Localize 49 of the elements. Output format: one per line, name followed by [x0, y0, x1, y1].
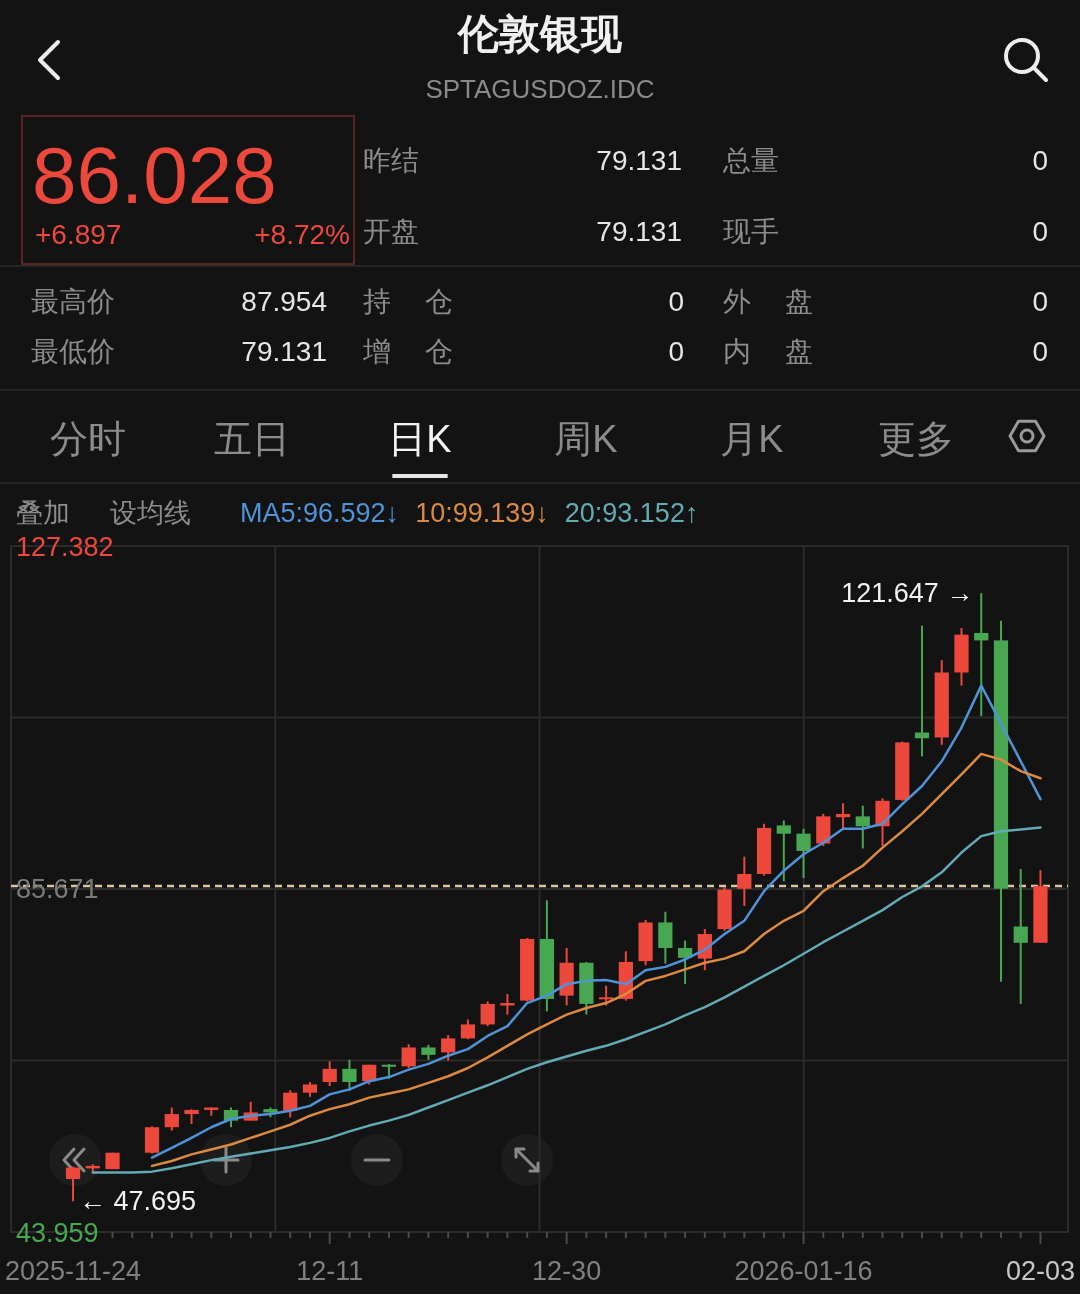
- y-tick-label: 85.671: [16, 874, 99, 905]
- annotation: ← 47.695: [79, 1186, 197, 1217]
- text: 月K: [720, 418, 784, 460]
- text: 0: [668, 286, 684, 317]
- text: 增 仓: [362, 336, 453, 367]
- y-tick-label: 43.959: [16, 1217, 99, 1248]
- annotation: 121.647 →: [841, 578, 974, 609]
- text: 总量: [722, 145, 779, 176]
- text: 叠加: [16, 498, 70, 528]
- chart-subtitle: SPTAGUSDOZ.IDC: [425, 74, 655, 104]
- text: MA5:: [240, 498, 304, 528]
- text: 设均线: [110, 498, 191, 528]
- text: 更多: [878, 418, 954, 460]
- text: 0: [1032, 286, 1048, 317]
- text: 87.954: [241, 286, 327, 317]
- text: 0: [1032, 145, 1048, 176]
- text: +6.897: [35, 219, 122, 250]
- x-tick-label: 2025-11-24: [5, 1256, 142, 1286]
- text: 20:: [564, 498, 603, 528]
- text: 最高价: [31, 286, 115, 317]
- text: 10:: [415, 498, 453, 528]
- text: 79.131: [596, 145, 682, 176]
- text: 0: [668, 336, 684, 367]
- x-tick-label: 12-11: [296, 1256, 364, 1286]
- text: 最低价: [31, 336, 115, 367]
- x-tick-label: 02-03: [1005, 1256, 1075, 1286]
- text: 93.152↑: [602, 498, 699, 528]
- text: 外 盘: [723, 286, 813, 317]
- chart-title: 伦敦银现: [456, 11, 623, 57]
- text: 79.131: [241, 336, 327, 367]
- x-tick-label: 12-30: [532, 1256, 602, 1286]
- text: 分时: [50, 418, 126, 460]
- x-tick-label: 2026-01-16: [734, 1256, 873, 1286]
- text: 0: [1032, 336, 1048, 367]
- text: 日K: [388, 418, 452, 460]
- text: 内 盘: [723, 336, 813, 367]
- text: 持 仓: [363, 286, 453, 317]
- text: 五日: [214, 418, 290, 460]
- text: 现手: [723, 216, 779, 247]
- text: 周K: [554, 418, 618, 460]
- text: 开盘: [363, 216, 419, 247]
- y-tick-label: 127.382: [16, 531, 114, 562]
- text: 昨结: [363, 145, 419, 176]
- text: 79.131: [596, 216, 682, 247]
- text: 86.028: [32, 131, 277, 220]
- text: 96.592↓: [303, 498, 400, 528]
- text: 0: [1032, 216, 1048, 247]
- text: +8.72%: [254, 219, 350, 250]
- text: 99.139↓: [452, 498, 549, 528]
